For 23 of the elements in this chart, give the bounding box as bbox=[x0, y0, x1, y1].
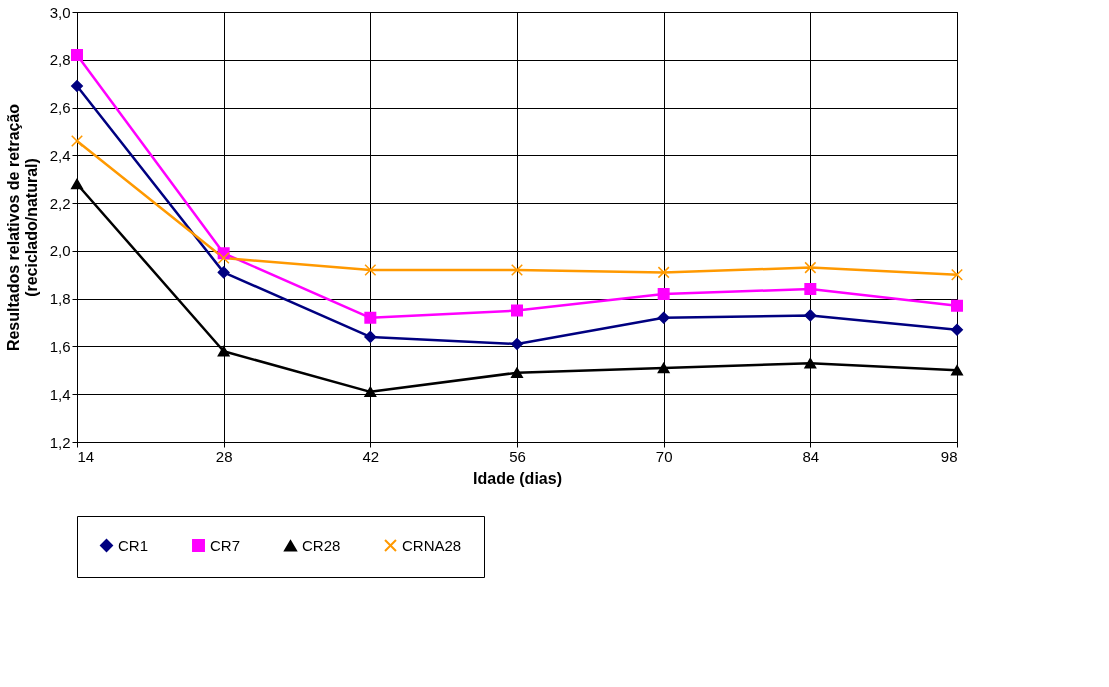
x-tick-label: 42 bbox=[362, 447, 380, 465]
legend-label: CR7 bbox=[210, 536, 241, 554]
y-axis-title: Resultados relativos de retração (reciclado/natural) bbox=[4, 103, 40, 352]
x-tick-label: 84 bbox=[802, 447, 820, 465]
y-tick-label: 1,6 bbox=[49, 337, 71, 355]
y-tick-label: 2,6 bbox=[49, 99, 71, 117]
y-tick-label: 1,4 bbox=[49, 385, 71, 403]
y-tick-label: 1,8 bbox=[49, 290, 71, 308]
legend-label: CR28 bbox=[302, 536, 341, 554]
x-tick-label: 56 bbox=[509, 447, 526, 465]
x-tick-label: 70 bbox=[655, 447, 673, 465]
y-tick-label: 2,4 bbox=[49, 146, 71, 164]
x-axis-title: Idade (dias) bbox=[473, 469, 562, 487]
y-tick-label: 2,2 bbox=[49, 194, 71, 212]
x-tick-label: 14 bbox=[77, 447, 95, 465]
y-tick-label: 1,2 bbox=[49, 433, 71, 451]
y-tick-label: 2,0 bbox=[49, 242, 71, 260]
y-tick-label: 3,0 bbox=[49, 3, 71, 21]
legend-label: CR1 bbox=[118, 536, 149, 554]
x-tick-label: 28 bbox=[215, 447, 233, 465]
x-tick-label: 98 bbox=[940, 447, 958, 465]
y-tick-label: 2,8 bbox=[49, 51, 71, 69]
legend-label: CRNA28 bbox=[402, 536, 462, 554]
